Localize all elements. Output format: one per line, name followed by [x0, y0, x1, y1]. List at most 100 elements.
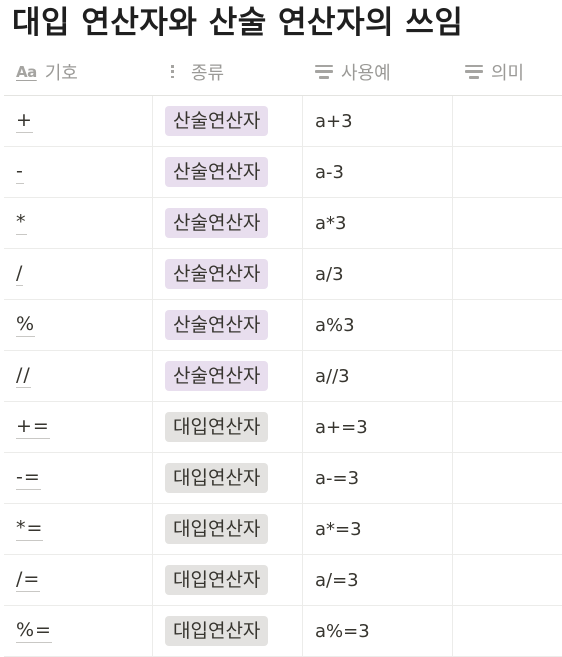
meaning-cell[interactable] — [453, 249, 562, 299]
kind-tag: 산술연산자 — [165, 157, 269, 187]
kind-cell[interactable]: 산술연산자 — [153, 96, 303, 146]
symbol-text[interactable]: % — [16, 313, 36, 337]
kind-tag: 대입연산자 — [165, 514, 269, 544]
symbol-cell[interactable]: - — [4, 147, 153, 197]
example-cell[interactable]: a-=3 — [303, 453, 453, 503]
table-row[interactable]: %= 대입연산자 a%=3 — [4, 606, 562, 657]
example-cell[interactable]: a%=3 — [303, 606, 453, 656]
text-aa-icon: Aa — [16, 62, 37, 81]
symbol-text[interactable]: /= — [16, 568, 41, 592]
example-text: a-=3 — [315, 467, 360, 489]
kind-cell[interactable]: 산술연산자 — [153, 198, 303, 248]
kind-cell[interactable]: 대입연산자 — [153, 555, 303, 605]
symbol-cell[interactable]: + — [4, 96, 153, 146]
symbol-text[interactable]: * — [16, 211, 27, 235]
example-cell[interactable]: a+3 — [303, 96, 453, 146]
example-cell[interactable]: a*=3 — [303, 504, 453, 554]
column-header-kind[interactable]: 종류 — [153, 48, 303, 95]
symbol-cell[interactable]: /= — [4, 555, 153, 605]
kind-tag: 산술연산자 — [165, 208, 269, 238]
kind-tag: 산술연산자 — [165, 259, 269, 289]
table-row[interactable]: /= 대입연산자 a/=3 — [4, 555, 562, 606]
column-label: 사용예 — [341, 62, 391, 84]
symbol-cell[interactable]: += — [4, 402, 153, 452]
example-cell[interactable]: a/=3 — [303, 555, 453, 605]
symbol-cell[interactable]: *= — [4, 504, 153, 554]
kind-cell[interactable]: 대입연산자 — [153, 402, 303, 452]
kind-tag: 대입연산자 — [165, 463, 269, 493]
example-cell[interactable]: a-3 — [303, 147, 453, 197]
symbol-cell[interactable]: %= — [4, 606, 153, 656]
table-row[interactable]: * 산술연산자 a*3 — [4, 198, 562, 249]
table-row[interactable]: / 산술연산자 a/3 — [4, 249, 562, 300]
operator-table: Aa 기호 종류 사용예 의미 — [4, 48, 562, 657]
example-cell[interactable]: a//3 — [303, 351, 453, 401]
symbol-text[interactable]: -= — [16, 466, 41, 490]
table-row[interactable]: -= 대입연산자 a-=3 — [4, 453, 562, 504]
kind-tag: 대입연산자 — [165, 412, 269, 442]
meaning-cell[interactable] — [453, 402, 562, 452]
kind-tag: 산술연산자 — [165, 361, 269, 391]
example-text: a/=3 — [315, 569, 359, 591]
meaning-cell[interactable] — [453, 198, 562, 248]
kind-cell[interactable]: 산술연산자 — [153, 300, 303, 350]
meaning-cell[interactable] — [453, 606, 562, 656]
symbol-text[interactable]: *= — [16, 517, 44, 541]
symbol-text[interactable]: += — [16, 415, 50, 439]
table-row[interactable]: // 산술연산자 a//3 — [4, 351, 562, 402]
meaning-cell[interactable] — [453, 351, 562, 401]
symbol-text[interactable]: %= — [16, 619, 52, 643]
example-text: a%3 — [315, 314, 355, 336]
meaning-cell[interactable] — [453, 555, 562, 605]
kind-tag: 산술연산자 — [165, 310, 269, 340]
kind-cell[interactable]: 대입연산자 — [153, 453, 303, 503]
kind-cell[interactable]: 대입연산자 — [153, 606, 303, 656]
meaning-cell[interactable] — [453, 96, 562, 146]
symbol-cell[interactable]: -= — [4, 453, 153, 503]
meaning-cell[interactable] — [453, 504, 562, 554]
example-cell[interactable]: a/3 — [303, 249, 453, 299]
symbol-text[interactable]: - — [16, 160, 24, 184]
symbol-cell[interactable]: % — [4, 300, 153, 350]
example-text: a+3 — [315, 110, 353, 132]
symbol-cell[interactable]: * — [4, 198, 153, 248]
symbol-text[interactable]: / — [16, 262, 24, 286]
column-label: 종류 — [191, 62, 225, 84]
column-header-example[interactable]: 사용예 — [303, 48, 453, 95]
symbol-cell[interactable]: // — [4, 351, 153, 401]
example-text: a//3 — [315, 365, 350, 387]
column-header-symbol[interactable]: Aa 기호 — [4, 48, 153, 95]
example-text: a*=3 — [315, 518, 362, 540]
table-row[interactable]: - 산술연산자 a-3 — [4, 147, 562, 198]
table-row[interactable]: *= 대입연산자 a*=3 — [4, 504, 562, 555]
example-cell[interactable]: a*3 — [303, 198, 453, 248]
table-row[interactable]: + 산술연산자 a+3 — [4, 96, 562, 147]
page-title[interactable]: 대입 연산자와 산술 연산자의 쓰임 — [12, 5, 464, 41]
kind-cell[interactable]: 산술연산자 — [153, 351, 303, 401]
symbol-cell[interactable]: / — [4, 249, 153, 299]
meaning-cell[interactable] — [453, 453, 562, 503]
symbol-text[interactable]: + — [16, 109, 33, 133]
table-row[interactable]: += 대입연산자 a+=3 — [4, 402, 562, 453]
kind-cell[interactable]: 대입연산자 — [153, 504, 303, 554]
column-label: 기호 — [44, 62, 78, 84]
kind-cell[interactable]: 산술연산자 — [153, 147, 303, 197]
example-text: a-3 — [315, 161, 344, 183]
example-text: a%=3 — [315, 620, 370, 642]
text-lines-icon — [465, 64, 483, 79]
meaning-cell[interactable] — [453, 147, 562, 197]
table-body: + 산술연산자 a+3 - 산술연산자 a-3 * 산술연산자 a*3 / 산술연산자 a/3% 산술연… — [4, 96, 562, 657]
meaning-cell[interactable] — [453, 300, 562, 350]
example-cell[interactable]: a+=3 — [303, 402, 453, 452]
kind-tag: 산술연산자 — [165, 106, 269, 136]
column-header-meaning[interactable]: 의미 — [453, 48, 562, 95]
kind-tag: 대입연산자 — [165, 565, 269, 595]
kind-tag: 대입연산자 — [165, 616, 269, 646]
text-lines-icon — [315, 64, 333, 79]
example-text: a/3 — [315, 263, 344, 285]
table-row[interactable]: % 산술연산자 a%3 — [4, 300, 562, 351]
symbol-text[interactable]: // — [16, 364, 31, 388]
kind-cell[interactable]: 산술연산자 — [153, 249, 303, 299]
example-cell[interactable]: a%3 — [303, 300, 453, 350]
